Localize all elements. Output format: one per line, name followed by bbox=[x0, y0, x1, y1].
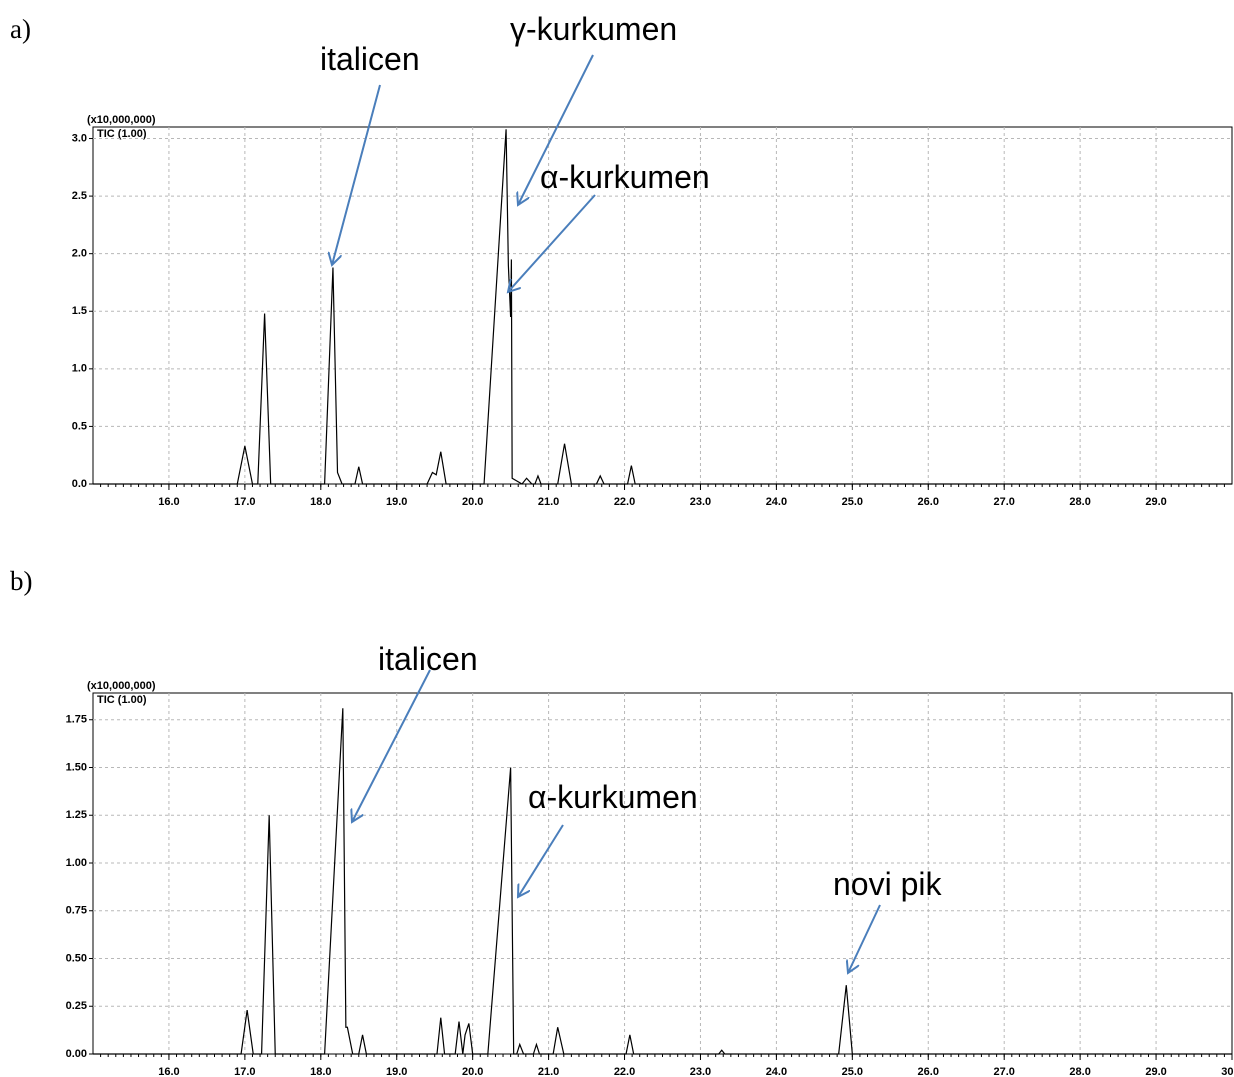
annotation: γ-kurkumen bbox=[510, 11, 677, 47]
y-tick-label: 1.50 bbox=[66, 761, 87, 773]
x-tick-label: 26.0 bbox=[918, 1066, 939, 1077]
x-tick-label: 27.0 bbox=[993, 496, 1014, 508]
x-tick-label: 19.0 bbox=[386, 496, 407, 508]
panel-label: a) bbox=[10, 14, 31, 44]
y-tick-label: 1.0 bbox=[72, 363, 87, 375]
annotation-arrow bbox=[352, 669, 431, 822]
x-tick-label: 28.0 bbox=[1069, 1066, 1090, 1077]
y-tick-label: 1.5 bbox=[72, 305, 87, 317]
x-tick-label: 27.0 bbox=[993, 1066, 1014, 1077]
x-tick-label: 20.0 bbox=[462, 1066, 483, 1077]
x-tick-label: 16.0 bbox=[158, 496, 179, 508]
y-tick-label: 3.0 bbox=[72, 132, 87, 144]
annotation: α-kurkumen bbox=[528, 779, 698, 815]
x-tick-label: 29.0 bbox=[1145, 496, 1166, 508]
trace-label: TIC (1.00) bbox=[97, 128, 147, 140]
x-tick-label: 30.0 bbox=[1221, 1066, 1234, 1077]
y-tick-label: 2.0 bbox=[72, 248, 87, 260]
y-tick-label: 0.50 bbox=[66, 952, 87, 964]
x-tick-label: 21.0 bbox=[538, 496, 559, 508]
scale-label: (x10,000,000) bbox=[87, 114, 156, 126]
x-tick-label: 19.0 bbox=[386, 1066, 407, 1077]
x-tick-label: 18.0 bbox=[310, 496, 331, 508]
x-tick-label: 25.0 bbox=[842, 1066, 863, 1077]
y-tick-label: 0.00 bbox=[66, 1048, 87, 1060]
y-tick-label: 2.5 bbox=[72, 190, 87, 202]
panel-label: b) bbox=[10, 566, 33, 596]
y-tick-label: 0.5 bbox=[72, 420, 87, 432]
x-tick-label: 23.0 bbox=[690, 1066, 711, 1077]
annotation: italicen bbox=[378, 641, 478, 677]
x-tick-label: 17.0 bbox=[234, 496, 255, 508]
x-tick-label: 29.0 bbox=[1145, 1066, 1166, 1077]
annotation: italicen bbox=[320, 41, 420, 77]
x-tick-label: 26.0 bbox=[918, 496, 939, 508]
annotation-arrow bbox=[518, 54, 594, 205]
x-tick-label: 24.0 bbox=[766, 496, 787, 508]
x-tick-label: 24.0 bbox=[766, 1066, 787, 1077]
trace-line bbox=[93, 129, 1232, 485]
y-tick-label: 1.25 bbox=[66, 809, 87, 821]
x-tick-label: 23.0 bbox=[690, 496, 711, 508]
annotation: α-kurkumen bbox=[540, 159, 710, 195]
annotation: novi pik bbox=[833, 866, 943, 902]
x-tick-label: 22.0 bbox=[614, 496, 635, 508]
annotation-arrow bbox=[848, 904, 881, 973]
annotation-arrow bbox=[332, 84, 381, 265]
trace-label: TIC (1.00) bbox=[97, 694, 147, 706]
annotation-arrow bbox=[518, 824, 564, 897]
y-tick-label: 0.25 bbox=[66, 1000, 87, 1012]
x-tick-label: 16.0 bbox=[158, 1066, 179, 1077]
y-tick-label: 0.75 bbox=[66, 905, 87, 917]
annotation-arrow bbox=[508, 194, 596, 292]
trace-line bbox=[93, 708, 1232, 1055]
x-tick-label: 17.0 bbox=[234, 1066, 255, 1077]
y-tick-label: 1.00 bbox=[66, 857, 87, 869]
x-tick-label: 28.0 bbox=[1069, 496, 1090, 508]
x-tick-label: 22.0 bbox=[614, 1066, 635, 1077]
x-tick-label: 25.0 bbox=[842, 496, 863, 508]
y-tick-label: 1.75 bbox=[66, 714, 87, 726]
y-tick-label: 0.0 bbox=[72, 478, 87, 490]
x-tick-label: 21.0 bbox=[538, 1066, 559, 1077]
x-tick-label: 18.0 bbox=[310, 1066, 331, 1077]
scale-label: (x10,000,000) bbox=[87, 680, 156, 692]
x-tick-label: 20.0 bbox=[462, 496, 483, 508]
